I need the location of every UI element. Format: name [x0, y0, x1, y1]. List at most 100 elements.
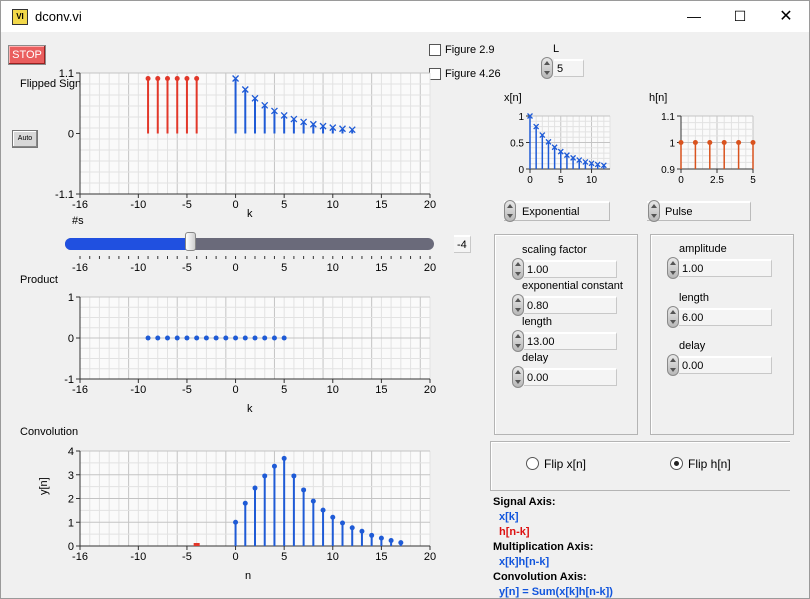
exp-constant-label: exponential constant — [522, 280, 623, 292]
data-point — [174, 335, 180, 341]
slider-tick-label: 20 — [424, 262, 436, 274]
exp-constant-spinner[interactable] — [512, 294, 524, 316]
data-point — [359, 528, 365, 534]
amplitude-spinner[interactable] — [667, 257, 679, 279]
shift-slider-thumb[interactable] — [185, 232, 196, 251]
product-title: Product — [20, 274, 58, 286]
data-point — [551, 144, 558, 151]
x-signal-type-value: Exponential — [522, 206, 580, 218]
slider-tick-label: -10 — [130, 262, 146, 274]
data-point — [291, 473, 297, 479]
h-type-spinner[interactable] — [648, 200, 660, 222]
data-point — [398, 540, 404, 546]
y-tick-label: -1.1 — [55, 189, 74, 201]
x-tick-label: -10 — [130, 384, 146, 396]
h-length-value[interactable]: 6.00 — [679, 308, 772, 326]
x-length-value[interactable]: 13.00 — [524, 332, 617, 350]
data-point — [309, 120, 317, 128]
data-point — [145, 335, 151, 341]
legend-xh: x[k]h[n-k] — [499, 556, 550, 568]
slider-tick-label: -16 — [72, 262, 88, 274]
data-point — [388, 538, 394, 544]
convolution-title: Convolution — [20, 426, 79, 438]
stop-button[interactable]: STOP — [8, 45, 46, 65]
legend-signal-axis: Signal Axis: — [493, 496, 556, 508]
h-delay-spinner[interactable] — [667, 354, 679, 376]
amplitude-value[interactable]: 1.00 — [679, 259, 772, 277]
x-length-spinner[interactable] — [512, 330, 524, 352]
slider-tick-label: 0 — [232, 262, 238, 274]
legend-conv-axis: Convolution Axis: — [493, 571, 587, 583]
auto-button[interactable]: Auto — [12, 130, 38, 148]
data-point — [340, 520, 345, 526]
legend-yn: y[n] = Sum(x[k]h[n-k]) — [499, 586, 613, 598]
x-tick-label: 0 — [232, 384, 238, 396]
maximize-icon[interactable]: ☐ — [733, 8, 747, 24]
y-tick-label: 0.9 — [661, 165, 675, 176]
x-delay-label: delay — [522, 352, 549, 364]
h-delay-value[interactable]: 0.00 — [679, 356, 772, 374]
convolution-y-label: y[n] — [38, 477, 50, 495]
x-tick-label: -10 — [130, 551, 146, 563]
x-type-spinner[interactable] — [504, 200, 516, 222]
data-point — [233, 519, 239, 525]
x-signal-type-ring[interactable]: Exponential — [504, 201, 610, 221]
x-tick-label: 5 — [281, 384, 287, 396]
data-point — [252, 335, 258, 341]
x-tick-label: 15 — [375, 199, 387, 211]
x-delay-value[interactable]: 0.00 — [524, 368, 617, 386]
data-point — [193, 543, 200, 546]
close-icon[interactable]: ✕ — [779, 8, 793, 25]
data-point — [692, 140, 698, 145]
legend-xk: x[k] — [499, 511, 519, 523]
data-point — [539, 132, 546, 139]
data-point — [233, 335, 239, 341]
minimize-icon[interactable]: — — [687, 8, 701, 24]
data-point — [184, 76, 190, 81]
scaling-value[interactable]: 1.00 — [524, 260, 617, 278]
flipped-signal-graph: -16 -10 -5 0 5 10 15 20 1.1 0 -1.1 — [55, 68, 436, 211]
shift-label: #s — [72, 215, 84, 227]
data-point — [241, 86, 249, 93]
data-point — [576, 157, 583, 164]
y-tick-label: 4 — [68, 446, 74, 458]
data-point — [194, 335, 200, 341]
hn-graph-title: h[n] — [649, 92, 668, 104]
labview-app-icon: VI — [12, 9, 28, 25]
exp-constant-value[interactable]: 0.80 — [524, 296, 617, 314]
data-point — [750, 140, 756, 145]
x-delay-spinner[interactable] — [512, 366, 524, 388]
h-signal-type-ring[interactable]: Pulse — [647, 201, 751, 221]
data-point — [262, 335, 268, 341]
x-tick-label: 2.5 — [710, 175, 724, 186]
shift-slider-fill — [65, 238, 191, 250]
data-point — [545, 138, 552, 145]
y-tick-label: 1 — [518, 112, 524, 123]
x-tick-label: -5 — [182, 199, 192, 211]
y-tick-label: 0 — [68, 333, 74, 345]
x-length-label: length — [522, 316, 552, 328]
data-point — [281, 335, 287, 341]
scaling-spinner[interactable] — [512, 258, 524, 280]
y-tick-label: 1.1 — [661, 112, 675, 123]
y-tick-label: 1 — [68, 517, 74, 529]
data-point — [533, 123, 540, 130]
flip-x-radio[interactable] — [526, 457, 539, 470]
data-point — [242, 335, 248, 341]
data-point — [600, 162, 607, 169]
amplitude-label: amplitude — [679, 243, 727, 255]
L-value[interactable]: 5 — [554, 59, 584, 77]
shift-value[interactable]: -4 — [454, 235, 471, 253]
figure29-checkbox[interactable] — [429, 44, 441, 56]
h-length-spinner[interactable] — [667, 306, 679, 328]
slider-tick-label: -5 — [182, 262, 192, 274]
h-params-box — [650, 234, 794, 435]
x-tick-label: 0 — [232, 551, 238, 563]
x-tick-label: 10 — [327, 199, 339, 211]
legend-mult-axis: Multiplication Axis: — [493, 541, 594, 553]
L-spinner[interactable] — [541, 57, 553, 79]
data-point — [319, 122, 327, 130]
flip-x-label: Flip x[n] — [544, 457, 587, 471]
flip-h-radio[interactable] — [670, 457, 683, 470]
